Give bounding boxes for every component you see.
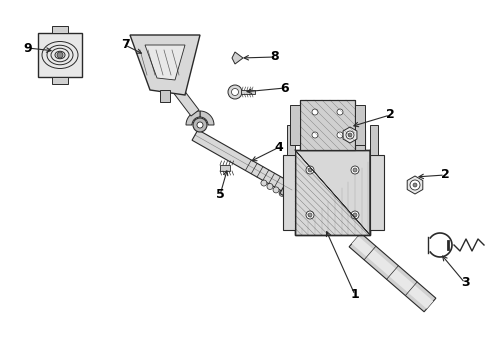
- Circle shape: [231, 89, 238, 95]
- Circle shape: [197, 122, 203, 128]
- Polygon shape: [130, 35, 200, 95]
- Circle shape: [305, 166, 313, 174]
- Bar: [289, 105, 299, 145]
- Polygon shape: [145, 45, 184, 80]
- Circle shape: [350, 166, 358, 174]
- Polygon shape: [343, 127, 356, 143]
- Bar: [354, 105, 364, 145]
- Polygon shape: [279, 178, 296, 198]
- Bar: [299, 100, 354, 150]
- Circle shape: [409, 180, 419, 190]
- Circle shape: [261, 180, 266, 186]
- Bar: [299, 130, 364, 150]
- Circle shape: [346, 131, 353, 139]
- Circle shape: [272, 187, 279, 193]
- Bar: [241, 90, 254, 94]
- Polygon shape: [185, 111, 200, 125]
- Circle shape: [336, 132, 342, 138]
- Circle shape: [352, 213, 356, 217]
- Bar: [286, 125, 294, 155]
- Polygon shape: [351, 236, 432, 309]
- Circle shape: [266, 184, 272, 189]
- Bar: [52, 26, 68, 33]
- Bar: [294, 150, 369, 235]
- Bar: [38, 33, 82, 77]
- Text: 3: 3: [460, 276, 468, 289]
- Circle shape: [311, 132, 317, 138]
- Circle shape: [336, 109, 342, 115]
- Polygon shape: [200, 111, 214, 125]
- Circle shape: [57, 52, 63, 58]
- Polygon shape: [231, 52, 243, 64]
- Circle shape: [307, 213, 311, 217]
- Circle shape: [227, 85, 242, 99]
- Text: 2: 2: [385, 108, 393, 121]
- Text: 2: 2: [440, 168, 448, 181]
- Circle shape: [412, 183, 416, 187]
- Text: 5: 5: [215, 189, 224, 202]
- Bar: [369, 155, 383, 230]
- Bar: [283, 155, 294, 230]
- Circle shape: [305, 211, 313, 219]
- Bar: [369, 125, 377, 155]
- Bar: [220, 165, 229, 171]
- Circle shape: [347, 133, 351, 137]
- Text: 8: 8: [270, 50, 279, 63]
- Polygon shape: [407, 176, 422, 194]
- Text: 7: 7: [121, 39, 129, 51]
- Circle shape: [350, 211, 358, 219]
- Circle shape: [307, 168, 311, 172]
- Circle shape: [311, 109, 317, 115]
- Bar: [299, 100, 354, 150]
- Bar: [160, 90, 170, 102]
- Circle shape: [279, 190, 285, 196]
- Bar: [294, 150, 369, 235]
- Bar: [52, 77, 68, 84]
- Circle shape: [352, 168, 356, 172]
- Polygon shape: [348, 233, 435, 312]
- Polygon shape: [192, 130, 294, 195]
- Circle shape: [193, 118, 206, 132]
- Text: 4: 4: [274, 141, 282, 154]
- Text: 9: 9: [23, 41, 32, 54]
- Text: 6: 6: [280, 81, 289, 94]
- Text: 1: 1: [350, 288, 359, 301]
- Circle shape: [285, 194, 290, 200]
- Polygon shape: [165, 77, 199, 116]
